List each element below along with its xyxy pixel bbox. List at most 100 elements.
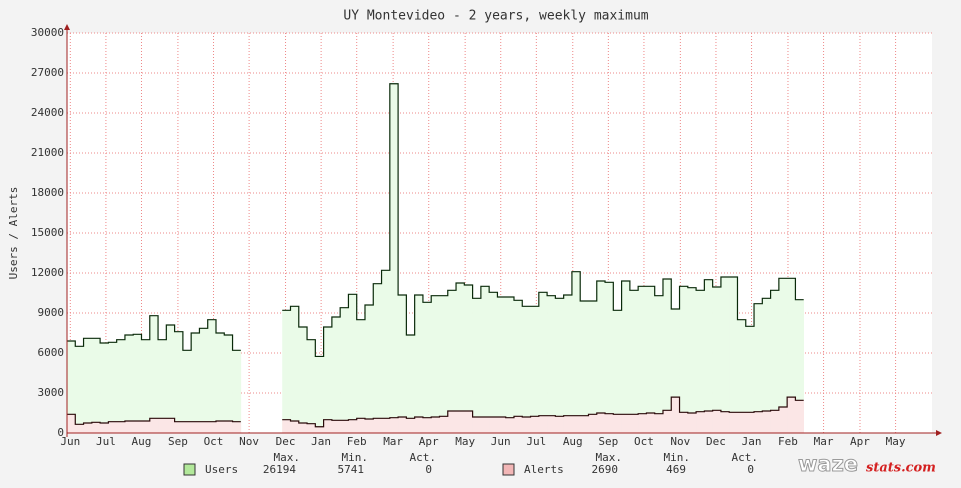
- stat-value: 2690: [592, 463, 619, 476]
- x-tick-label: May: [455, 435, 475, 448]
- x-tick-label: Feb: [347, 435, 367, 448]
- x-tick-label: May: [886, 435, 906, 448]
- stat-header: Act.: [732, 451, 759, 464]
- area-step: [464, 285, 473, 433]
- legend-label: Users: [205, 463, 238, 476]
- area-step: [720, 411, 730, 433]
- area-step: [431, 295, 440, 433]
- area-step: [389, 83, 399, 433]
- area-step: [83, 338, 93, 433]
- area-step: [596, 413, 606, 433]
- stat-header: Min.: [664, 451, 691, 464]
- area-step: [662, 279, 672, 433]
- area-step: [290, 421, 300, 433]
- area-step: [646, 286, 656, 433]
- area-step: [795, 299, 804, 433]
- area-step: [729, 412, 738, 433]
- area-step: [696, 290, 705, 433]
- area-step: [224, 421, 233, 433]
- area-step: [323, 327, 333, 433]
- y-tick-label: 3000: [38, 386, 65, 399]
- area-step: [182, 421, 192, 433]
- x-tick-label: Mar: [383, 435, 403, 448]
- x-tick-label: Aug: [563, 435, 583, 448]
- x-tick-label: Aug: [132, 435, 152, 448]
- series-line: [67, 83, 804, 358]
- area-step: [224, 335, 233, 433]
- area-step: [712, 287, 722, 433]
- x-tick-label: Apr: [850, 435, 870, 448]
- x-tick-label: Feb: [778, 435, 798, 448]
- area-step: [787, 397, 796, 433]
- area-step: [555, 416, 564, 433]
- area-step: [116, 339, 126, 433]
- area-step: [605, 282, 614, 433]
- area-step: [439, 295, 449, 433]
- y-tick-label: 24000: [31, 106, 64, 119]
- area-step: [679, 286, 689, 433]
- area-step: [75, 424, 84, 433]
- area-step: [522, 306, 531, 433]
- area-step: [447, 411, 457, 433]
- area-step: [530, 306, 540, 433]
- x-tick-label: Oct: [204, 435, 224, 448]
- marks: [67, 83, 804, 433]
- y-tick-label: 30000: [31, 26, 64, 39]
- area-step: [580, 301, 589, 433]
- x-tick-label: Mar: [814, 435, 834, 448]
- area-step: [91, 338, 101, 433]
- x-tick-label: Dec: [276, 435, 296, 448]
- area-step: [232, 421, 242, 433]
- area-step: [348, 294, 358, 433]
- area-step: [513, 416, 523, 433]
- area-step: [737, 319, 747, 433]
- area-step: [364, 305, 374, 433]
- area-step: [571, 415, 581, 433]
- area-step: [406, 335, 415, 433]
- area-step: [588, 414, 598, 433]
- area-step: [654, 413, 664, 433]
- area-step: [456, 283, 465, 433]
- area-step: [745, 326, 755, 433]
- area-step: [323, 419, 333, 433]
- area-step: [207, 319, 217, 433]
- area-step: [91, 422, 101, 433]
- area-step: [671, 309, 680, 433]
- area-step: [480, 417, 490, 433]
- area-step: [331, 420, 341, 433]
- area-step: [414, 417, 424, 433]
- x-tick-label: Jul: [96, 435, 116, 448]
- area-step: [133, 421, 142, 433]
- x-tick-label: Jan: [311, 435, 331, 448]
- y-tick-label: 6000: [38, 346, 65, 359]
- area-step: [282, 419, 291, 433]
- area-step: [348, 419, 358, 433]
- area-step: [307, 423, 316, 433]
- area-step: [307, 339, 316, 433]
- area-step: [704, 411, 713, 433]
- area-step: [472, 417, 482, 433]
- area-step: [406, 418, 415, 433]
- y-tick-label: 0: [57, 426, 64, 439]
- x-tick-label: Jul: [526, 435, 546, 448]
- area-step: [770, 410, 780, 433]
- stat-value: 5741: [338, 463, 365, 476]
- area-step: [124, 421, 134, 433]
- area-step: [182, 350, 192, 433]
- stat-header: Max.: [596, 451, 623, 464]
- x-tick-label: Jan: [742, 435, 762, 448]
- x-tick-label: Nov: [670, 435, 690, 448]
- area-step: [745, 412, 755, 433]
- area-step: [381, 270, 391, 433]
- area-step: [778, 407, 788, 433]
- area-step: [596, 281, 606, 433]
- area-step: [174, 421, 184, 433]
- area-step: [282, 310, 291, 433]
- area-step: [108, 342, 117, 433]
- stat-value: 0: [425, 463, 432, 476]
- area-step: [439, 416, 449, 433]
- area-step: [158, 418, 167, 433]
- area-step: [621, 414, 631, 433]
- area-step: [149, 418, 159, 433]
